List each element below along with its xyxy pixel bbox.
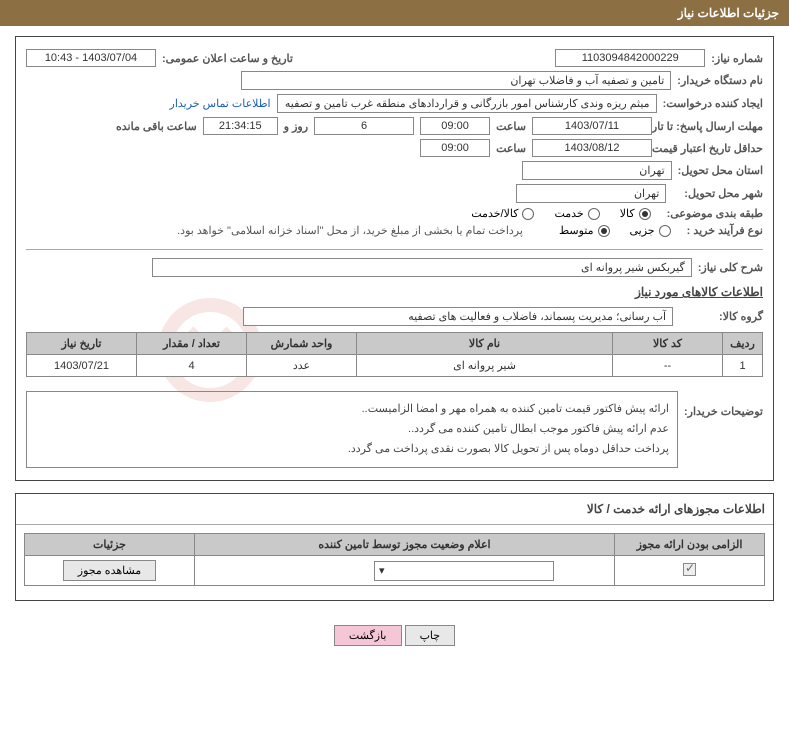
contact-link[interactable]: اطلاعات تماس خریدار	[170, 97, 271, 110]
group-value: آب رسانی؛ مدیریت پسماند، فاضلاب و فعالیت…	[243, 307, 673, 326]
validity-label: حداقل تاریخ اعتبار قیمت: تا تاریخ:	[658, 142, 763, 155]
th-date: تاریخ نیاز	[27, 333, 137, 355]
deadline-label: مهلت ارسال پاسخ: تا تاریخ:	[658, 120, 763, 133]
announce-value: 1403/07/04 - 10:43	[26, 49, 156, 67]
deadline-date: 1403/07/11	[532, 117, 652, 135]
permissions-table: الزامی بودن ارائه مجوز اعلام وضعیت مجوز …	[24, 533, 765, 586]
radio-goods[interactable]	[639, 208, 651, 220]
buyer-value: تامین و تصفیه آب و فاضلاب تهران	[241, 71, 671, 90]
days-count: 6	[314, 117, 414, 135]
category-label: طبقه بندی موضوعی:	[667, 207, 763, 220]
note-line1: ارائه پیش فاکتور قیمت تامین کننده به همر…	[35, 400, 669, 420]
creator-value: میثم ریزه وندی کارشناس امور بازرگانی و ق…	[277, 94, 657, 113]
proc-medium-label: متوسط	[559, 224, 594, 237]
radio-both[interactable]	[522, 208, 534, 220]
status-select[interactable]: ▾	[374, 561, 554, 581]
province-value: تهران	[522, 161, 672, 180]
goods-table: ردیف کد کالا نام کالا واحد شمارش تعداد /…	[26, 332, 763, 377]
time-label-1: ساعت	[496, 120, 526, 133]
perm-row: ▾ مشاهده مجوز	[25, 556, 765, 586]
th-row: ردیف	[723, 333, 763, 355]
th-mandatory: الزامی بودن ارائه مجوز	[615, 534, 765, 556]
buyer-notes-label: توضیحات خریدار:	[684, 405, 763, 418]
buyer-notes-box: ارائه پیش فاکتور قیمت تامین کننده به همر…	[26, 391, 678, 468]
proc-partial-label: جزیی	[630, 224, 655, 237]
deadline-time: 09:00	[420, 117, 490, 135]
province-label: استان محل تحویل:	[678, 164, 763, 177]
validity-date: 1403/08/12	[532, 139, 652, 157]
main-panel: شماره نیاز: 1103094842000229 تاریخ و ساع…	[15, 36, 774, 481]
radio-partial[interactable]	[659, 225, 671, 237]
th-code: کد کالا	[613, 333, 723, 355]
print-button[interactable]: چاپ	[405, 625, 456, 646]
cat-goods-label: کالا	[620, 207, 635, 220]
cat-service-label: خدمت	[554, 207, 583, 220]
validity-time: 09:00	[420, 139, 490, 157]
summary-value: گیربکس شیر پروانه ای	[152, 258, 692, 277]
cell-date: 1403/07/21	[27, 355, 137, 377]
view-permission-button[interactable]: مشاهده مجوز	[63, 560, 156, 581]
remaining-time: 21:34:15	[203, 117, 278, 135]
note-line3: پرداخت حداقل دوماه پس از تحویل کالا بصور…	[35, 440, 669, 460]
permissions-title: اطلاعات مجوزهای ارائه خدمت / کالا	[16, 500, 773, 524]
creator-label: ایجاد کننده درخواست:	[663, 97, 763, 110]
summary-label: شرح کلی نیاز:	[698, 261, 763, 274]
mandatory-checkbox[interactable]	[683, 563, 696, 576]
process-label: نوع فرآیند خرید :	[687, 224, 763, 237]
buyer-label: نام دستگاه خریدار:	[677, 74, 763, 87]
th-qty: تعداد / مقدار	[137, 333, 247, 355]
cell-unit: عدد	[247, 355, 357, 377]
payment-note: پرداخت تمام یا بخشی از مبلغ خرید، از محل…	[177, 224, 523, 237]
goods-section-title: اطلاعات کالاهای مورد نیاز	[26, 285, 763, 299]
cell-row: 1	[723, 355, 763, 377]
chevron-down-icon: ▾	[379, 564, 385, 577]
back-button[interactable]: بازگشت	[334, 625, 402, 646]
time-label-2: ساعت	[496, 142, 526, 155]
city-label: شهر محل تحویل:	[684, 187, 763, 200]
cell-code: --	[613, 355, 723, 377]
group-label: گروه کالا:	[719, 310, 763, 323]
days-label: روز و	[284, 120, 308, 133]
cell-name: شیر پروانه ای	[357, 355, 613, 377]
permissions-panel: اطلاعات مجوزهای ارائه خدمت / کالا الزامی…	[15, 493, 774, 601]
announce-label: تاریخ و ساعت اعلان عمومی:	[162, 52, 293, 65]
cat-both-label: کالا/خدمت	[471, 207, 518, 220]
cell-qty: 4	[137, 355, 247, 377]
action-buttons: چاپ بازگشت	[0, 613, 789, 658]
th-details: جزئیات	[25, 534, 195, 556]
th-status: اعلام وضعیت مجوز توسط تامین کننده	[195, 534, 615, 556]
radio-service[interactable]	[588, 208, 600, 220]
radio-medium[interactable]	[598, 225, 610, 237]
page-header: جزئیات اطلاعات نیاز	[0, 0, 789, 26]
th-name: نام کالا	[357, 333, 613, 355]
need-no-label: شماره نیاز:	[711, 52, 763, 65]
th-unit: واحد شمارش	[247, 333, 357, 355]
remaining-label: ساعت باقی مانده	[116, 120, 197, 133]
table-row: 1 -- شیر پروانه ای عدد 4 1403/07/21	[27, 355, 763, 377]
city-value: تهران	[516, 184, 666, 203]
need-no-value: 1103094842000229	[555, 49, 705, 67]
note-line2: عدم ارائه پیش فاکتور موجب ابطال تامین کن…	[35, 420, 669, 440]
